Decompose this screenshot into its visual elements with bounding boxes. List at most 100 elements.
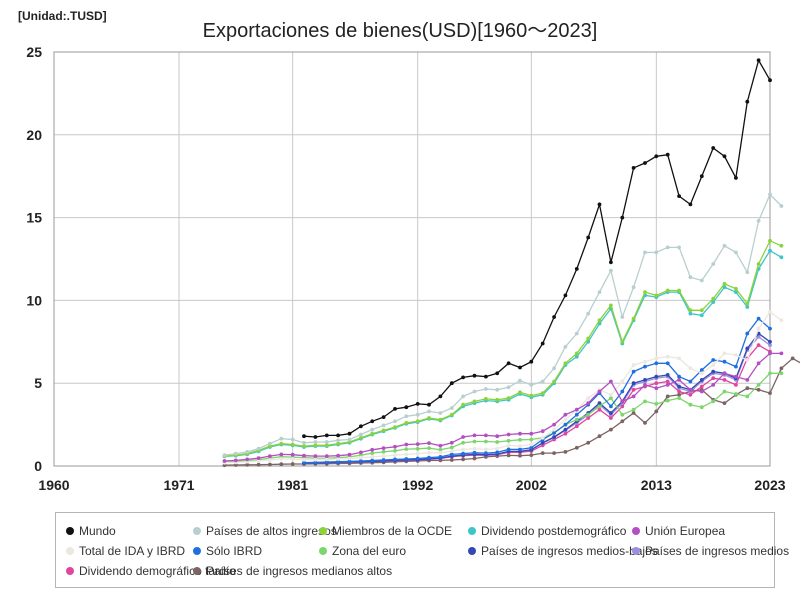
data-point (233, 458, 238, 463)
data-point (574, 417, 579, 422)
data-point (359, 424, 363, 429)
data-point (381, 449, 386, 454)
data-point (654, 356, 659, 361)
legend-marker (632, 527, 640, 535)
data-point (665, 152, 670, 157)
data-point (699, 371, 704, 376)
data-point (313, 457, 318, 462)
data-point (415, 412, 420, 417)
data-point (688, 379, 693, 384)
series-line (224, 352, 782, 462)
plot-frame (53, 51, 771, 467)
legend-label: Países de ingresos medios (645, 544, 790, 558)
data-point (381, 454, 386, 458)
data-point (620, 404, 625, 409)
data-point (620, 315, 625, 319)
data-point (665, 383, 670, 387)
data-point (756, 383, 761, 387)
data-point (381, 415, 386, 419)
data-point (484, 387, 488, 391)
data-point (472, 433, 477, 438)
data-point (734, 374, 738, 379)
data-point (563, 431, 568, 436)
data-point (597, 404, 602, 409)
data-point (415, 456, 420, 461)
data-point (574, 407, 579, 412)
data-point (449, 440, 454, 445)
unit-label: [Unidad:.TUSD] (18, 9, 107, 23)
data-point (620, 339, 625, 344)
data-point (381, 428, 386, 433)
data-point (404, 421, 409, 425)
data-point (734, 353, 738, 357)
data-point (472, 399, 477, 404)
legend-item: Sólo IBRD (193, 544, 262, 558)
data-point (609, 404, 613, 409)
data-point (699, 368, 704, 372)
data-point (677, 389, 681, 394)
data-point (665, 398, 670, 403)
data-point (563, 422, 568, 427)
data-point (677, 288, 681, 293)
data-point (574, 412, 579, 417)
data-point (756, 343, 761, 347)
data-point (609, 379, 613, 384)
data-point (461, 435, 465, 439)
data-point (654, 409, 659, 414)
data-point (313, 454, 318, 458)
y-tick-label: 25 (26, 44, 42, 60)
legend-marker (193, 567, 201, 575)
data-point (393, 453, 397, 458)
data-point (688, 308, 693, 313)
data-point (631, 316, 636, 321)
legend-marker (319, 527, 327, 535)
legend-label: Dividendo postdemográfico (481, 524, 627, 538)
data-point (336, 459, 340, 464)
legend-label: Zona del euro (332, 544, 407, 558)
data-point (540, 451, 545, 455)
data-point (609, 392, 613, 397)
series-layer (222, 58, 800, 468)
data-point (699, 378, 704, 382)
legend-marker (468, 527, 476, 535)
data-point (461, 451, 465, 456)
data-point (302, 457, 306, 462)
chart-title: Exportaciones de bienes(USD)[1960〜2023] (202, 20, 598, 42)
data-point (472, 456, 477, 461)
data-point (790, 356, 795, 361)
data-point (631, 166, 636, 170)
data-point (631, 381, 636, 386)
data-point (745, 270, 750, 275)
data-point (768, 339, 772, 344)
legend-marker (319, 547, 327, 555)
data-point (711, 383, 716, 387)
data-point (722, 154, 727, 159)
data-point (768, 310, 772, 314)
data-point (654, 374, 659, 379)
series-line (303, 58, 771, 438)
data-point (665, 373, 670, 377)
data-point (597, 318, 602, 323)
data-point (415, 446, 420, 451)
data-point (370, 447, 375, 452)
legend-marker (66, 547, 74, 555)
data-point (722, 243, 727, 248)
series-line (224, 372, 782, 463)
data-point (688, 311, 693, 316)
data-point (438, 394, 443, 399)
data-point (620, 215, 625, 220)
data-point (245, 457, 250, 462)
data-point (756, 387, 761, 392)
data-point (699, 384, 704, 389)
data-point (779, 204, 784, 208)
data-point (313, 460, 318, 465)
data-point (461, 375, 465, 380)
data-point (472, 439, 477, 444)
data-point (336, 438, 340, 443)
data-point (222, 453, 227, 458)
data-point (449, 458, 454, 462)
legend-item: Países de ingresos medios (632, 544, 789, 558)
x-tick-label: 2023 (754, 477, 785, 493)
data-point (393, 444, 397, 449)
data-point (461, 402, 465, 407)
